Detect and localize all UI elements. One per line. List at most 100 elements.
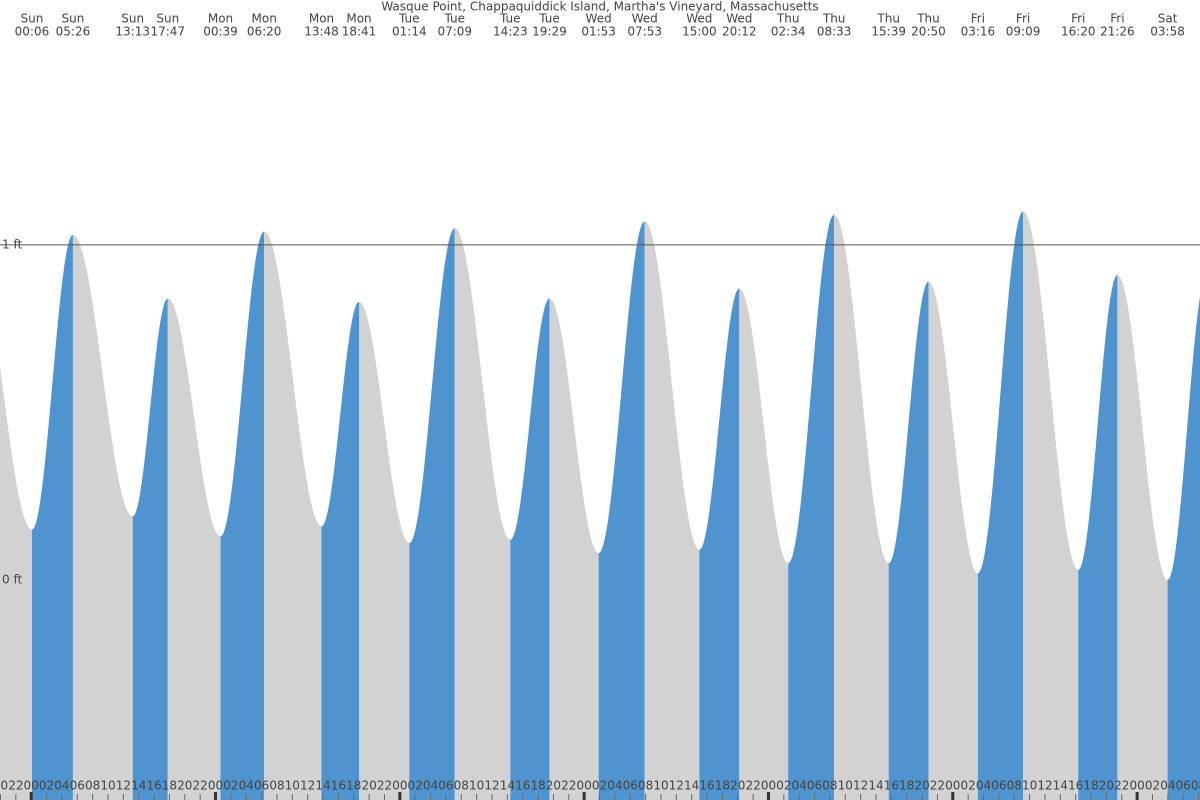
x-tick-label: 20 [730,779,745,793]
x-tick-label: 00 [945,779,960,793]
x-tick-label: 06 [438,779,453,793]
x-tick-label: 06 [1176,779,1191,793]
x-tick-label: 02 [223,779,238,793]
tide-area [1117,275,1168,800]
extreme-time: 01:14 [392,25,427,39]
x-tick-label: 00 [761,779,776,793]
x-tick-label: 16 [699,779,714,793]
x-tick-label: 12 [853,779,868,793]
extreme-time: 05:26 [56,25,91,39]
x-tick-label: 22 [745,779,760,793]
tide-area [264,231,322,800]
extreme-time: 06:20 [247,25,282,39]
x-tick-label: 18 [162,779,177,793]
tide-area [699,288,740,800]
x-tick-label: 14 [684,779,699,793]
extreme-time: 03:16 [961,25,996,39]
tide-area [167,298,221,800]
x-tick-label: 06 [254,779,269,793]
x-tick-label: 22 [8,779,23,793]
x-tick-label: 00 [577,779,592,793]
extreme-time: 07:09 [437,25,472,39]
x-tick-label: 12 [484,779,499,793]
extreme-day: Sun [156,12,179,26]
extreme-day: Wed [632,12,658,26]
x-tick-label: 14 [131,779,146,793]
extreme-day: Tue [444,12,466,26]
x-tick-label: 12 [1037,779,1052,793]
extreme-day: Tue [398,12,420,26]
x-tick-label: 18 [530,779,545,793]
extreme-time: 13:13 [115,25,150,39]
tide-area [409,228,455,800]
x-tick-label: 08 [1191,779,1200,793]
x-tick-label: 02 [592,779,607,793]
x-tick-label: 20 [1099,779,1114,793]
tide-areas [0,211,1200,800]
extreme-day: Wed [586,12,612,26]
extreme-day: Thu [876,12,900,26]
x-tick-label: 04 [423,779,438,793]
x-tick-label: 10 [1022,779,1037,793]
extreme-time: 14:23 [493,25,528,39]
x-tick-label: 02 [408,779,423,793]
x-tick-label: 12 [116,779,131,793]
x-tick-label: 04 [1160,779,1175,793]
extreme-day: Sun [62,12,85,26]
x-tick-label: 14 [1053,779,1068,793]
extreme-time: 00:06 [15,25,50,39]
tide-area [834,214,889,800]
x-tick-label: 06 [623,779,638,793]
tide-area [72,234,133,800]
x-tick-label: 22 [193,779,208,793]
extreme-day: Fri [971,12,985,26]
x-tick-label: 10 [653,779,668,793]
extreme-time: 20:50 [911,25,946,39]
chart-title: Wasque Point, Chappaquiddick Island, Mar… [381,0,818,14]
tide-area [977,211,1024,800]
extreme-time: 18:41 [342,25,377,39]
tide-area [510,298,550,800]
x-tick-label: 04 [792,779,807,793]
x-tick-label: 08 [85,779,100,793]
extreme-day: Sat [1158,12,1178,26]
extreme-time: 03:58 [1150,25,1185,39]
x-tick-label: 16 [1068,779,1083,793]
tide-area [1167,296,1200,800]
x-tick-label: 00 [392,779,407,793]
tide-area [454,228,511,800]
extreme-day: Wed [726,12,752,26]
extreme-day: Thu [822,12,846,26]
extreme-day: Tue [499,12,521,26]
x-tick-label: 04 [976,779,991,793]
x-tick-label: 08 [1007,779,1022,793]
y-tick-label: 1 ft [2,237,22,251]
extreme-time: 21:26 [1100,25,1135,39]
x-tick-label: 10 [285,779,300,793]
tide-area [220,231,265,800]
extreme-time: 08:33 [817,25,852,39]
tide-area [928,281,978,800]
x-tick-label: 14 [868,779,883,793]
x-tick-label: 20 [177,779,192,793]
x-tick-label: 18 [715,779,730,793]
x-tick-label: 16 [146,779,161,793]
extreme-time: 00:39 [203,25,238,39]
extreme-day: Mon [252,12,277,26]
x-tick-label: 20 [361,779,376,793]
extreme-time: 17:47 [150,25,185,39]
x-tick-label: 00 [24,779,39,793]
x-tick-label: 14 [500,779,515,793]
x-tick-label: 18 [1083,779,1098,793]
x-tick-label: 10 [469,779,484,793]
x-tick-label: 20 [914,779,929,793]
x-tick-label: 02 [961,779,976,793]
x-tick-label: 12 [300,779,315,793]
extreme-time: 15:39 [871,25,906,39]
x-tick-label: 06 [991,779,1006,793]
extreme-time: 19:29 [532,25,567,39]
tide-area [598,221,645,800]
x-tick-label: 10 [838,779,853,793]
tide-area [321,301,360,800]
extreme-time: 20:12 [722,25,757,39]
